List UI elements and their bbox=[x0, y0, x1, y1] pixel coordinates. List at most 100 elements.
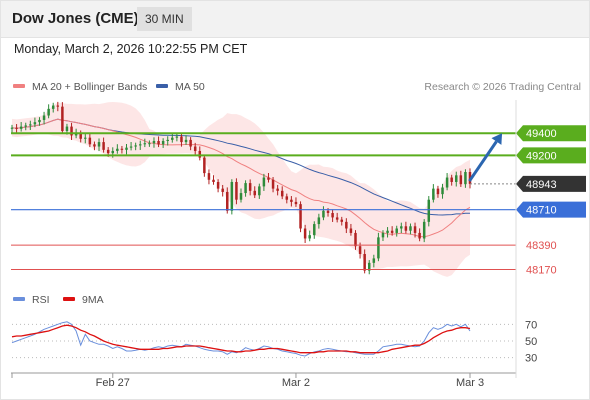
candle-body bbox=[10, 127, 14, 129]
price-plot bbox=[10, 101, 472, 277]
candle-body bbox=[386, 230, 389, 233]
candle-body bbox=[74, 133, 78, 136]
candle bbox=[70, 122, 73, 140]
candle-body bbox=[33, 122, 37, 125]
candle bbox=[143, 138, 147, 148]
level-tag-49200 bbox=[516, 147, 586, 164]
candle bbox=[239, 188, 243, 203]
candle-body bbox=[221, 188, 224, 192]
candle-body bbox=[102, 142, 105, 150]
candle bbox=[166, 136, 169, 146]
candle-body bbox=[93, 144, 96, 147]
candle bbox=[317, 213, 321, 229]
candle bbox=[290, 196, 293, 207]
candle-body bbox=[313, 224, 316, 236]
candle-body bbox=[285, 196, 289, 200]
candle bbox=[152, 137, 156, 148]
candle bbox=[418, 228, 421, 242]
candle bbox=[258, 183, 261, 199]
candle-body bbox=[38, 119, 41, 123]
candle-body bbox=[248, 183, 252, 191]
time-tick-label: Mar 2 bbox=[282, 377, 310, 389]
candle bbox=[15, 124, 18, 134]
candle-body bbox=[345, 221, 348, 229]
candle bbox=[372, 254, 376, 268]
candle-body bbox=[271, 179, 275, 189]
candle-body bbox=[258, 186, 261, 196]
candle-body bbox=[239, 193, 243, 200]
candle bbox=[221, 184, 224, 197]
candle bbox=[390, 226, 394, 236]
candle-body bbox=[404, 226, 408, 231]
candle bbox=[24, 122, 27, 131]
candle bbox=[216, 179, 220, 193]
candle-body bbox=[450, 177, 453, 182]
candle bbox=[262, 173, 266, 191]
ma9-legend-swatch bbox=[63, 297, 75, 301]
candle bbox=[42, 111, 46, 125]
candle-body bbox=[175, 136, 179, 138]
candle bbox=[61, 102, 64, 134]
interval-selector[interactable]: 30 MIN bbox=[137, 7, 192, 31]
candle bbox=[294, 197, 298, 207]
candle-body bbox=[432, 188, 435, 200]
candle bbox=[400, 222, 403, 234]
candle-body bbox=[129, 146, 133, 148]
candle-body bbox=[436, 188, 440, 195]
candle bbox=[459, 170, 463, 187]
candle bbox=[427, 196, 431, 227]
candle-body bbox=[207, 173, 211, 180]
chart-timestamp: Monday, March 2, 2026 10:22:55 PM CET bbox=[14, 42, 248, 56]
candle bbox=[253, 186, 256, 199]
candle-body bbox=[47, 108, 50, 116]
candle-body bbox=[299, 204, 302, 229]
level-label-49400: 49400 bbox=[526, 128, 557, 140]
candle-body bbox=[409, 226, 412, 231]
candle bbox=[422, 219, 426, 243]
time-axis: Feb 27 Mar 2 Mar 3 bbox=[11, 100, 517, 389]
candle-body bbox=[166, 139, 169, 141]
candle bbox=[138, 140, 142, 150]
time-tick-label: Mar 3 bbox=[456, 377, 484, 389]
candle-body bbox=[253, 190, 256, 196]
candle-body bbox=[42, 115, 46, 120]
candle bbox=[97, 138, 101, 152]
candle-body bbox=[377, 237, 380, 259]
candle bbox=[47, 104, 50, 119]
rsi-plot: 70 50 30 bbox=[11, 319, 537, 365]
candle-body bbox=[280, 190, 284, 197]
candle bbox=[445, 173, 449, 191]
ma50-legend-label: MA 50 bbox=[175, 81, 205, 93]
candle-body bbox=[235, 181, 238, 200]
candle bbox=[116, 144, 119, 154]
candle bbox=[308, 230, 311, 242]
candle-body bbox=[157, 140, 160, 145]
candle-body bbox=[97, 142, 101, 147]
rsi-legend-label: RSI bbox=[32, 294, 50, 306]
candle bbox=[235, 178, 238, 205]
candle bbox=[230, 179, 234, 215]
candle bbox=[171, 133, 174, 143]
candle-body bbox=[15, 127, 18, 129]
candle-body bbox=[455, 175, 458, 182]
candle-body bbox=[395, 228, 398, 233]
candle-body bbox=[216, 181, 220, 189]
candle-body bbox=[445, 177, 449, 188]
candle bbox=[271, 176, 275, 193]
candle bbox=[129, 141, 133, 151]
candle-body bbox=[427, 199, 431, 222]
candle bbox=[367, 260, 371, 275]
candle-body bbox=[335, 217, 339, 220]
ma20-legend-swatch bbox=[13, 84, 25, 88]
candle bbox=[33, 117, 37, 128]
candle bbox=[248, 179, 252, 196]
candle-body bbox=[203, 157, 206, 174]
candle-body bbox=[193, 146, 197, 151]
candle-body bbox=[262, 177, 266, 187]
candle bbox=[84, 134, 87, 144]
candle bbox=[184, 135, 188, 145]
candle-body bbox=[358, 246, 362, 254]
candle bbox=[148, 140, 151, 147]
candle-body bbox=[184, 139, 188, 143]
candle-body bbox=[134, 145, 137, 147]
